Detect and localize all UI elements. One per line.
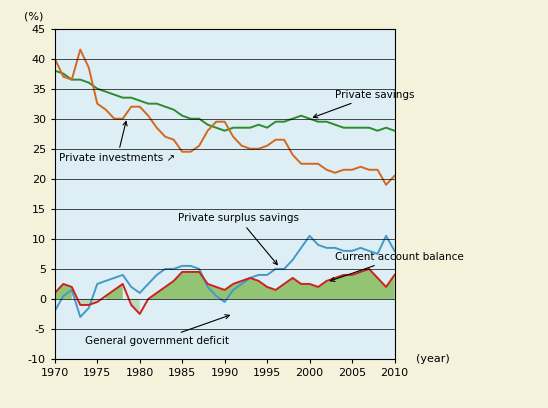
Text: (year): (year) <box>416 354 449 364</box>
Text: Private investments ↗: Private investments ↗ <box>59 122 175 163</box>
Text: General government deficit: General government deficit <box>84 315 230 346</box>
Text: Private savings: Private savings <box>313 90 415 118</box>
Text: Current account balance: Current account balance <box>330 252 464 282</box>
Text: Private surplus savings: Private surplus savings <box>178 213 299 265</box>
Text: (%): (%) <box>24 12 44 22</box>
